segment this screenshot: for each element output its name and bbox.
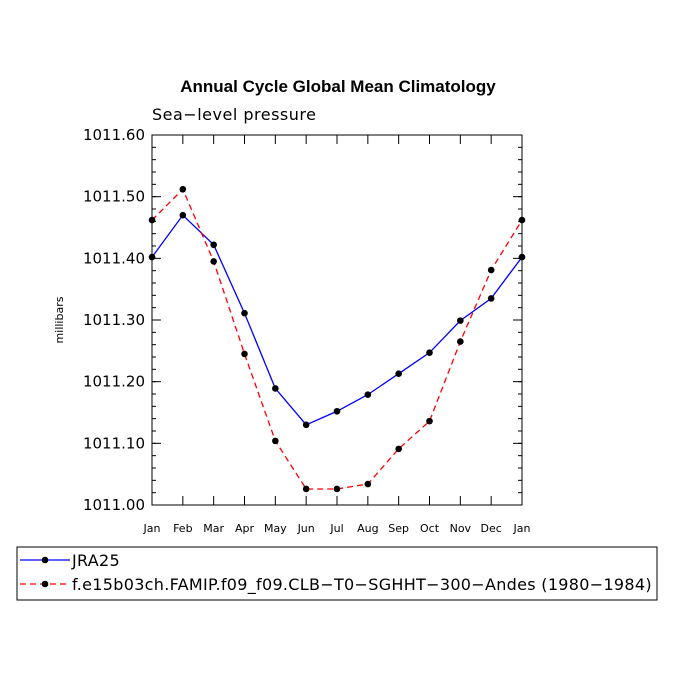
data-point — [426, 349, 433, 356]
data-point — [395, 370, 402, 377]
y-tick-label: 1011.00 — [83, 496, 145, 514]
y-tick-label: 1011.10 — [83, 434, 145, 452]
chart-subtitle: Sea−level pressure — [152, 105, 316, 124]
x-tick-label: Nov — [450, 522, 472, 535]
y-tick-label: 1011.30 — [83, 311, 145, 329]
data-point — [241, 309, 248, 317]
data-point — [302, 485, 310, 493]
data-point — [210, 241, 217, 249]
data-point — [426, 417, 433, 425]
y-axis-label: millibars — [53, 296, 66, 343]
series-line — [151, 188, 523, 490]
legend-box — [16, 546, 658, 601]
x-tick-label: Dec — [481, 522, 502, 535]
y-axis-ticks: 1011.00 1011.10 1011.20 1011.30 1011.40 1011.… — [83, 126, 522, 514]
data-point — [179, 185, 187, 193]
x-axis-ticks: Jan Feb Mar Apr May Jun Jul Aug Sep Oct Nov Dec Jan — [143, 135, 531, 535]
data-point — [518, 216, 526, 224]
data-point — [518, 253, 526, 261]
legend-marker — [41, 580, 49, 588]
data-point — [148, 253, 156, 261]
data-point — [487, 266, 495, 274]
legend-marker — [41, 556, 49, 564]
x-tick-label: Jan — [513, 522, 531, 535]
series-line — [151, 214, 523, 426]
data-point — [179, 211, 187, 219]
legend-label: JRA25 — [71, 551, 120, 570]
data-point — [148, 216, 156, 224]
data-point — [395, 445, 402, 453]
x-tick-label: Jun — [297, 522, 315, 535]
plot-frame — [151, 134, 523, 506]
data-point — [333, 407, 341, 415]
data-point — [364, 480, 372, 488]
x-tick-label: Mar — [203, 522, 224, 535]
data-point — [272, 385, 279, 392]
chart-title: Annual Cycle Global Mean Climatology — [180, 77, 496, 96]
data-point — [457, 338, 464, 345]
data-point — [272, 437, 279, 445]
legend-label: f.e15b03ch.FAMIP.f09_f09.CLB−T0−SGHHT−30… — [72, 575, 652, 595]
data-point — [487, 295, 495, 302]
x-tick-label: May — [264, 522, 287, 535]
x-tick-label: Feb — [173, 522, 192, 535]
data-point — [457, 317, 464, 324]
data-point — [333, 485, 341, 493]
data-point — [210, 258, 217, 265]
x-tick-label: Jul — [329, 522, 343, 535]
x-tick-label: Jan — [143, 522, 161, 535]
y-tick-label: 1011.20 — [83, 373, 145, 391]
series-layer — [148, 185, 526, 493]
y-tick-label: 1011.40 — [83, 249, 145, 267]
x-tick-label: Apr — [235, 522, 255, 535]
data-point — [364, 391, 372, 398]
x-tick-label: Sep — [388, 522, 409, 535]
x-tick-label: Oct — [420, 522, 440, 535]
data-point — [241, 350, 248, 358]
data-point — [302, 421, 310, 429]
y-tick-label: 1011.50 — [83, 188, 145, 206]
legend: JRA25 f.e15b03ch.FAMIP.f09_f09.CLB−T0−SGH… — [20, 551, 652, 595]
x-tick-label: Aug — [357, 522, 378, 535]
y-tick-label: 1011.60 — [83, 126, 145, 144]
